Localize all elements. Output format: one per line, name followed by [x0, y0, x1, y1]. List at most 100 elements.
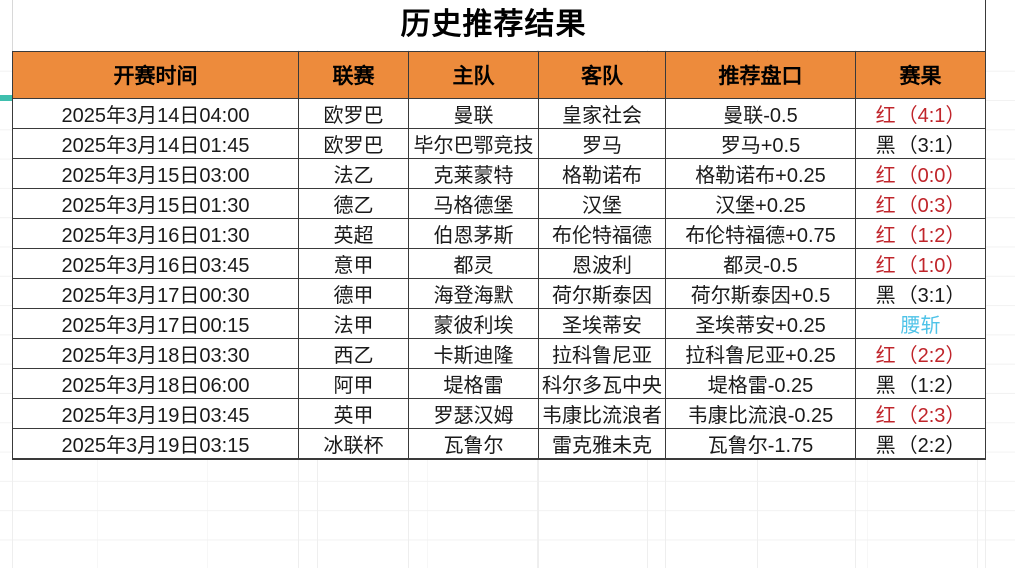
cell-league[interactable]: 意甲 [298, 248, 409, 279]
cell-start-time[interactable]: 2025年3月19日03:15 [12, 428, 299, 460]
cell-result[interactable]: 红（1:2） [855, 218, 986, 249]
cell-home-team[interactable]: 都灵 [408, 248, 539, 279]
table-row[interactable]: 2025年3月14日04:00 欧罗巴 曼联 皇家社会 曼联-0.5 红（4:1） [12, 98, 986, 129]
column-header-home[interactable]: 主队 [408, 51, 539, 99]
cell-result[interactable]: 黑（2:2） [855, 428, 986, 460]
cell-handicap[interactable]: 格勒诺布+0.25 [665, 158, 856, 189]
cell-result[interactable]: 黑（3:1） [855, 128, 986, 159]
cell-away-team[interactable]: 科尔多瓦中央 [538, 368, 666, 399]
cell-home-team[interactable]: 克莱蒙特 [408, 158, 539, 189]
cell-away-team[interactable]: 圣埃蒂安 [538, 308, 666, 339]
cell-start-time[interactable]: 2025年3月18日06:00 [12, 368, 299, 399]
table-row[interactable]: 2025年3月17日00:15 法甲 蒙彼利埃 圣埃蒂安 圣埃蒂安+0.25 腰斩 [12, 308, 986, 339]
cell-away-team[interactable]: 布伦特福德 [538, 218, 666, 249]
cell-handicap[interactable]: 曼联-0.5 [665, 98, 856, 129]
cell-league[interactable]: 西乙 [298, 338, 409, 369]
cell-result[interactable]: 红（0:0） [855, 158, 986, 189]
column-header-time[interactable]: 开赛时间 [12, 51, 299, 99]
result-badge: 黑 [875, 135, 896, 157]
cell-result[interactable]: 红（1:0） [855, 248, 986, 279]
result-score: （1:2） [897, 375, 966, 397]
cell-league[interactable]: 欧罗巴 [298, 128, 409, 159]
cell-away-team[interactable]: 荷尔斯泰因 [538, 278, 666, 309]
cell-home-team[interactable]: 海登海默 [408, 278, 539, 309]
cell-home-team[interactable]: 罗瑟汉姆 [408, 398, 539, 429]
cell-start-time[interactable]: 2025年3月15日03:00 [12, 158, 299, 189]
cell-start-time[interactable]: 2025年3月18日03:30 [12, 338, 299, 369]
cell-handicap[interactable]: 荷尔斯泰因+0.5 [665, 278, 856, 309]
cell-home-team[interactable]: 卡斯迪隆 [408, 338, 539, 369]
cell-result[interactable]: 腰斩 [855, 308, 986, 339]
cell-start-time[interactable]: 2025年3月17日00:30 [12, 278, 299, 309]
cell-league[interactable]: 德乙 [298, 188, 409, 219]
cell-handicap[interactable]: 汉堡+0.25 [665, 188, 856, 219]
result-badge: 黑 [875, 285, 896, 307]
table-body: 2025年3月14日04:00 欧罗巴 曼联 皇家社会 曼联-0.5 红（4:1） 2025… [12, 98, 986, 460]
cell-handicap[interactable]: 圣埃蒂安+0.25 [665, 308, 856, 339]
cell-home-team[interactable]: 堤格雷 [408, 368, 539, 399]
column-header-league[interactable]: 联赛 [298, 51, 409, 99]
cell-home-team[interactable]: 伯恩茅斯 [408, 218, 539, 249]
result-score: （1:0） [897, 255, 966, 277]
column-header-away[interactable]: 客队 [538, 51, 666, 99]
cell-home-team[interactable]: 马格德堡 [408, 188, 539, 219]
table-row[interactable]: 2025年3月15日03:00 法乙 克莱蒙特 格勒诺布 格勒诺布+0.25 红（0:0） [12, 158, 986, 189]
cell-result[interactable]: 红（4:1） [855, 98, 986, 129]
cell-start-time[interactable]: 2025年3月16日03:45 [12, 248, 299, 279]
cell-home-team[interactable]: 曼联 [408, 98, 539, 129]
table-row[interactable]: 2025年3月16日03:45 意甲 都灵 恩波利 都灵-0.5 红（1:0） [12, 248, 986, 279]
cell-league[interactable]: 冰联杯 [298, 428, 409, 460]
history-results-table: 开赛时间 联赛 主队 客队 推荐盘口 赛果 2025年3月14日04:00 欧罗巴… [12, 51, 986, 460]
cell-handicap[interactable]: 罗马+0.5 [665, 128, 856, 159]
column-header-line[interactable]: 推荐盘口 [665, 51, 856, 99]
cell-away-team[interactable]: 拉科鲁尼亚 [538, 338, 666, 369]
cell-handicap[interactable]: 布伦特福德+0.75 [665, 218, 856, 249]
cell-result[interactable]: 红（2:3） [855, 398, 986, 429]
result-score: （2:3） [897, 405, 966, 427]
cell-away-team[interactable]: 皇家社会 [538, 98, 666, 129]
table-row[interactable]: 2025年3月16日01:30 英超 伯恩茅斯 布伦特福德 布伦特福德+0.75 红（1:… [12, 218, 986, 249]
cell-result[interactable]: 红（0:3） [855, 188, 986, 219]
column-header-result[interactable]: 赛果 [855, 51, 986, 99]
cell-start-time[interactable]: 2025年3月16日01:30 [12, 218, 299, 249]
cell-home-team[interactable]: 蒙彼利埃 [408, 308, 539, 339]
cell-result[interactable]: 黑（1:2） [855, 368, 986, 399]
cell-league[interactable]: 德甲 [298, 278, 409, 309]
table-row[interactable]: 2025年3月18日06:00 阿甲 堤格雷 科尔多瓦中央 堤格雷-0.25 黑（1:2） [12, 368, 986, 399]
cell-result[interactable]: 红（2:2） [855, 338, 986, 369]
cell-league[interactable]: 英甲 [298, 398, 409, 429]
cell-league[interactable]: 法乙 [298, 158, 409, 189]
cell-away-team[interactable]: 恩波利 [538, 248, 666, 279]
table-row[interactable]: 2025年3月15日01:30 德乙 马格德堡 汉堡 汉堡+0.25 红（0:3） [12, 188, 986, 219]
cell-handicap[interactable]: 都灵-0.5 [665, 248, 856, 279]
cell-home-team[interactable]: 毕尔巴鄂竞技 [408, 128, 539, 159]
cell-home-team[interactable]: 瓦鲁尔 [408, 428, 539, 460]
cell-handicap[interactable]: 拉科鲁尼亚+0.25 [665, 338, 856, 369]
table-row[interactable]: 2025年3月17日00:30 德甲 海登海默 荷尔斯泰因 荷尔斯泰因+0.5 黑（3:1… [12, 278, 986, 309]
cell-away-team[interactable]: 雷克雅未克 [538, 428, 666, 460]
cell-away-team[interactable]: 韦康比流浪者 [538, 398, 666, 429]
title-bar: 历史推荐结果 [0, 0, 1015, 50]
cell-league[interactable]: 法甲 [298, 308, 409, 339]
cell-handicap[interactable]: 韦康比流浪-0.25 [665, 398, 856, 429]
table-row[interactable]: 2025年3月19日03:45 英甲 罗瑟汉姆 韦康比流浪者 韦康比流浪-0.25 红（2… [12, 398, 986, 429]
cell-start-time[interactable]: 2025年3月19日03:45 [12, 398, 299, 429]
table-row[interactable]: 2025年3月14日01:45 欧罗巴 毕尔巴鄂竞技 罗马 罗马+0.5 黑（3:1） [12, 128, 986, 159]
table-row[interactable]: 2025年3月18日03:30 西乙 卡斯迪隆 拉科鲁尼亚 拉科鲁尼亚+0.25 红（2:… [12, 338, 986, 369]
result-score: （3:1） [897, 285, 966, 307]
cell-start-time[interactable]: 2025年3月17日00:15 [12, 308, 299, 339]
cell-start-time[interactable]: 2025年3月14日04:00 [12, 98, 299, 129]
table-row[interactable]: 2025年3月19日03:15 冰联杯 瓦鲁尔 雷克雅未克 瓦鲁尔-1.75 黑（2:2） [12, 428, 986, 460]
cell-handicap[interactable]: 瓦鲁尔-1.75 [665, 428, 856, 460]
result-score: （4:1） [897, 105, 966, 127]
cell-handicap[interactable]: 堤格雷-0.25 [665, 368, 856, 399]
cell-start-time[interactable]: 2025年3月15日01:30 [12, 188, 299, 219]
cell-start-time[interactable]: 2025年3月14日01:45 [12, 128, 299, 159]
cell-league[interactable]: 欧罗巴 [298, 98, 409, 129]
cell-league[interactable]: 阿甲 [298, 368, 409, 399]
cell-away-team[interactable]: 汉堡 [538, 188, 666, 219]
cell-away-team[interactable]: 格勒诺布 [538, 158, 666, 189]
cell-away-team[interactable]: 罗马 [538, 128, 666, 159]
cell-league[interactable]: 英超 [298, 218, 409, 249]
cell-result[interactable]: 黑（3:1） [855, 278, 986, 309]
